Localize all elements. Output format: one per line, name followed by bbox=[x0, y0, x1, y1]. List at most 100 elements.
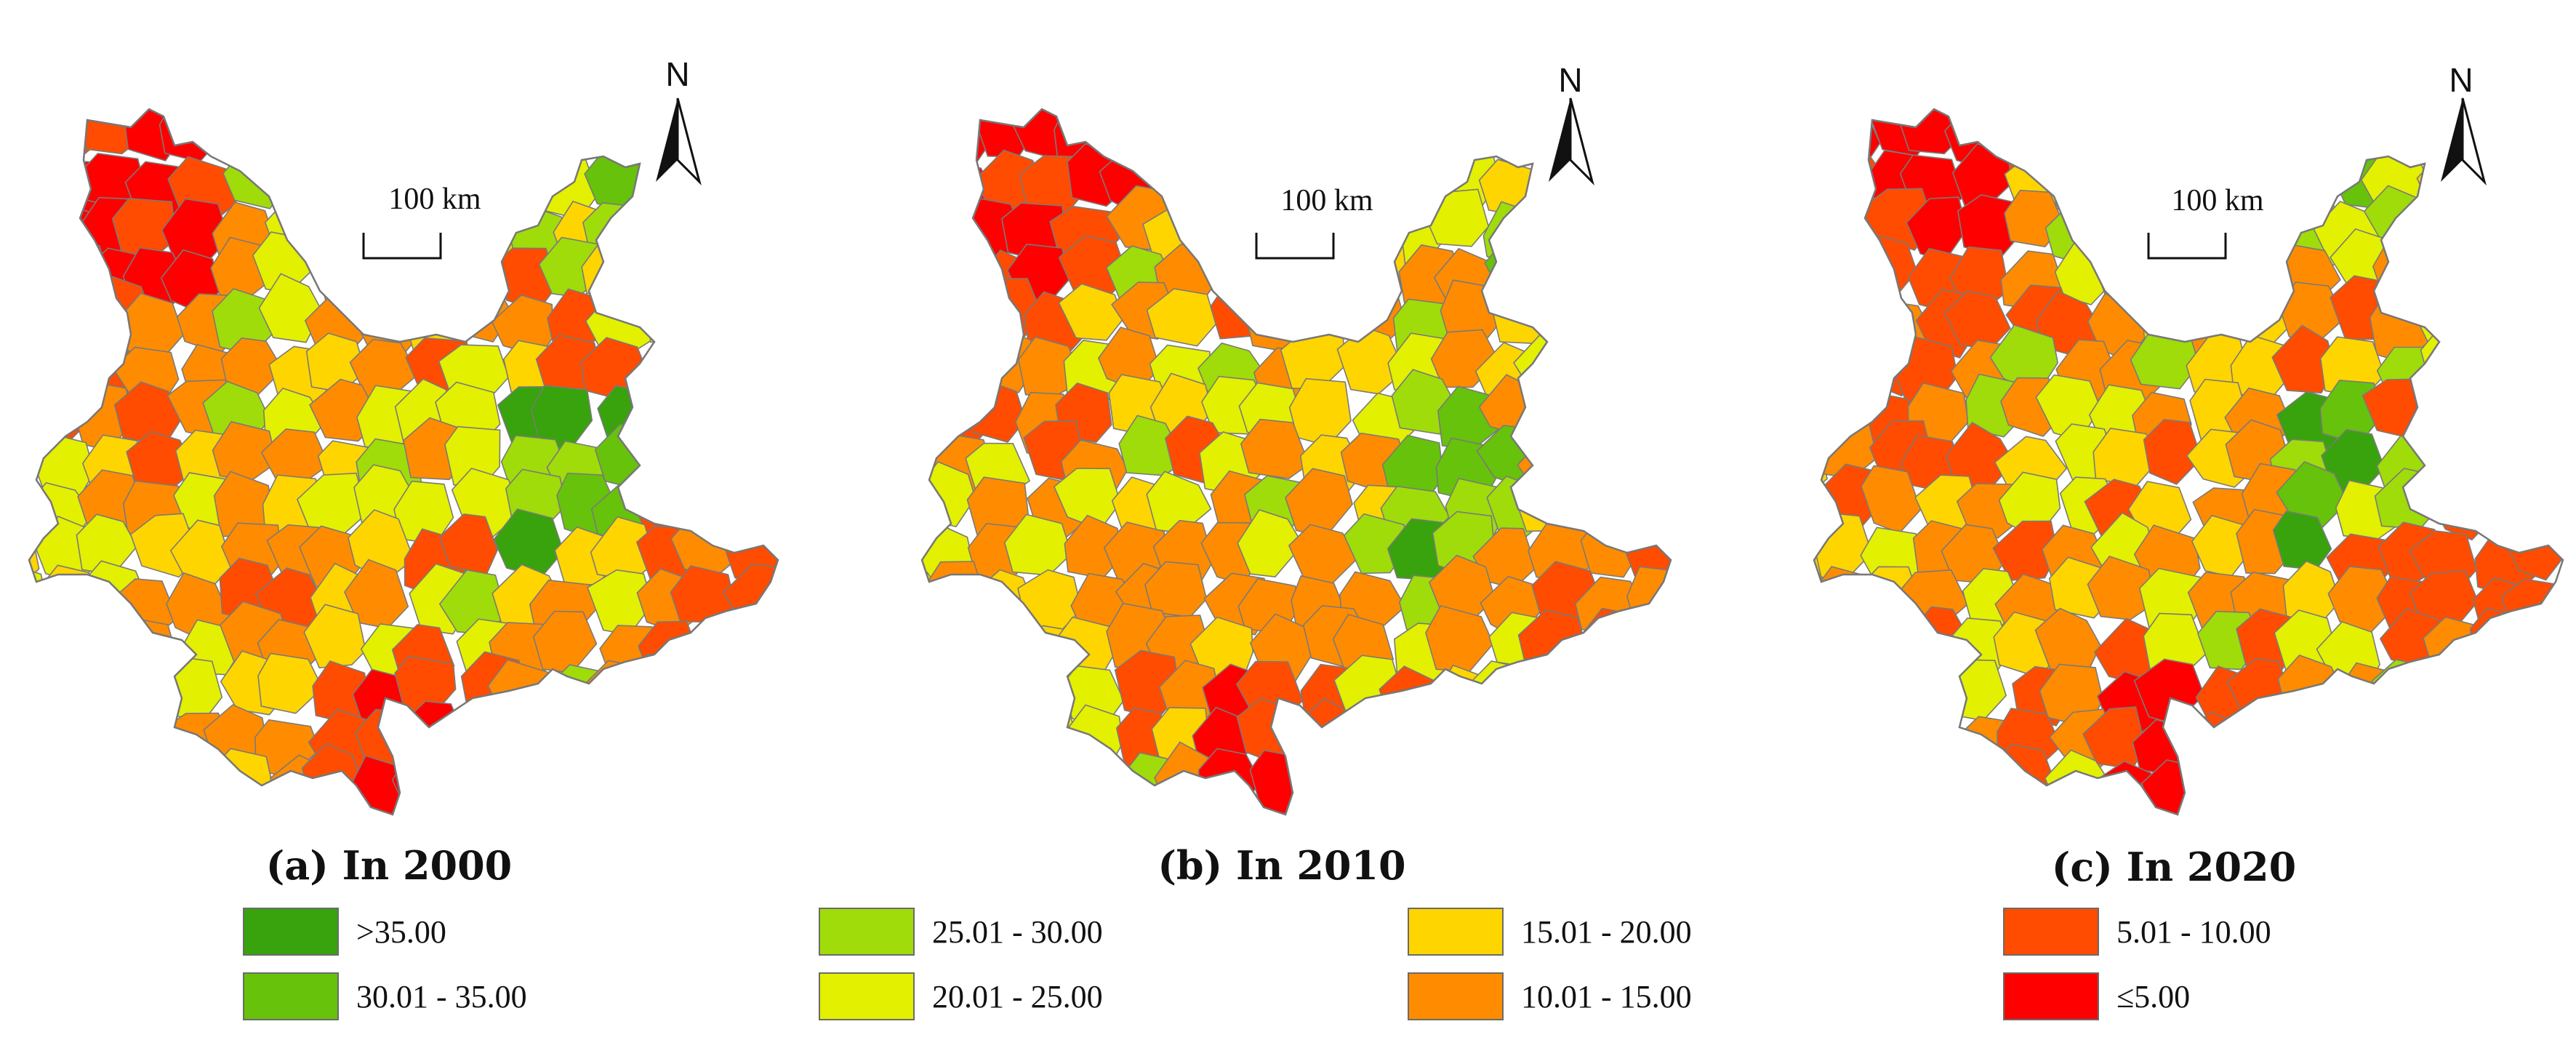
county-region bbox=[1578, 201, 1647, 269]
county-region bbox=[689, 109, 757, 133]
county-region bbox=[2457, 289, 2527, 356]
county-region bbox=[2505, 439, 2563, 506]
map-panel-2010 bbox=[920, 97, 1672, 816]
county-region bbox=[1472, 660, 1538, 729]
county-region bbox=[1906, 760, 1976, 815]
county-region bbox=[691, 711, 751, 775]
county-region bbox=[1009, 109, 1075, 117]
county-region bbox=[1858, 716, 1926, 777]
county-region bbox=[396, 254, 460, 313]
county-region bbox=[922, 386, 941, 457]
county-region bbox=[1284, 281, 1351, 343]
county-region bbox=[1291, 109, 1357, 119]
county-region bbox=[2087, 555, 2157, 620]
county-region bbox=[2278, 703, 2346, 764]
county-region bbox=[735, 440, 778, 495]
county-region bbox=[1814, 109, 1824, 120]
county-region bbox=[647, 289, 712, 350]
county-region bbox=[29, 113, 52, 175]
caption-2010: (b) In 2010 bbox=[1157, 842, 1406, 889]
county-region bbox=[1814, 652, 1876, 715]
county-region bbox=[535, 746, 601, 807]
county-region bbox=[1814, 184, 1827, 254]
county-region bbox=[691, 673, 753, 735]
county-region bbox=[2464, 673, 2523, 732]
map-panel-2020 bbox=[1813, 97, 2564, 816]
county-region bbox=[2228, 244, 2289, 311]
county-region bbox=[731, 388, 778, 444]
county-region bbox=[1853, 109, 1917, 124]
county-region bbox=[1425, 604, 1494, 673]
county-region bbox=[623, 388, 697, 453]
county-region bbox=[2220, 109, 2292, 113]
scale-bar bbox=[1255, 233, 1335, 260]
county-region bbox=[922, 199, 932, 271]
north-letter-2010: N bbox=[1558, 61, 1583, 99]
county-region bbox=[922, 255, 939, 313]
county-region bbox=[1814, 713, 1827, 785]
county-region bbox=[1815, 291, 1885, 353]
county-region bbox=[2137, 109, 2202, 160]
county-region bbox=[1614, 388, 1671, 446]
county-region bbox=[159, 109, 227, 163]
county-region bbox=[1562, 296, 1632, 364]
county-region bbox=[300, 109, 369, 122]
county-region bbox=[2094, 153, 2167, 223]
county-region bbox=[922, 109, 978, 113]
county-region bbox=[1399, 701, 1464, 761]
county-region bbox=[1626, 337, 1671, 401]
county-region bbox=[2428, 378, 2490, 444]
county-region bbox=[1814, 201, 1871, 268]
county-region bbox=[2431, 759, 2495, 815]
county-region bbox=[209, 748, 276, 815]
county-region bbox=[2181, 754, 2246, 815]
county-region bbox=[2510, 237, 2563, 308]
county-region bbox=[1821, 609, 1886, 673]
county-region bbox=[1158, 109, 1219, 130]
county-region bbox=[29, 663, 92, 723]
county-region bbox=[1566, 658, 1638, 721]
county-region bbox=[1517, 188, 1580, 249]
province-outline bbox=[1813, 108, 2564, 816]
county-region bbox=[1814, 620, 1825, 684]
county-region bbox=[584, 146, 655, 212]
county-region bbox=[33, 109, 96, 117]
county-region bbox=[457, 115, 520, 175]
county-region bbox=[1817, 109, 1885, 116]
county-region bbox=[2312, 756, 2386, 815]
caption-2020: (c) In 2020 bbox=[2051, 844, 2297, 890]
county-region bbox=[29, 370, 52, 435]
north-arrow-icon bbox=[1549, 97, 1594, 185]
county-region bbox=[1053, 745, 1118, 807]
county-region bbox=[926, 561, 987, 624]
county-region bbox=[539, 703, 601, 765]
county-region bbox=[31, 201, 94, 267]
county-region bbox=[303, 190, 369, 252]
county-region bbox=[2275, 110, 2347, 178]
county-region bbox=[1943, 109, 2011, 118]
county-region bbox=[1814, 341, 1842, 403]
county-region bbox=[29, 153, 42, 214]
county-region bbox=[1572, 326, 1638, 388]
county-region bbox=[1814, 239, 1831, 298]
county-region bbox=[1210, 273, 1275, 340]
county-region bbox=[1814, 139, 1826, 201]
county-region bbox=[1907, 665, 1969, 732]
north-letter-2000: N bbox=[665, 55, 690, 93]
county-region bbox=[1395, 756, 1457, 815]
county-region bbox=[29, 564, 49, 629]
county-region bbox=[922, 479, 937, 543]
county-region bbox=[1621, 233, 1671, 299]
county-region bbox=[1618, 649, 1671, 715]
county-region bbox=[2233, 109, 2297, 167]
county-region bbox=[1866, 608, 1935, 673]
county-region bbox=[721, 109, 778, 161]
county-region bbox=[399, 109, 467, 116]
county-region bbox=[637, 431, 707, 497]
county-region bbox=[1618, 756, 1671, 815]
county-region bbox=[177, 765, 236, 815]
county-region bbox=[922, 340, 939, 405]
county-region bbox=[980, 109, 1039, 121]
county-region bbox=[622, 242, 692, 313]
county-region bbox=[165, 109, 226, 129]
